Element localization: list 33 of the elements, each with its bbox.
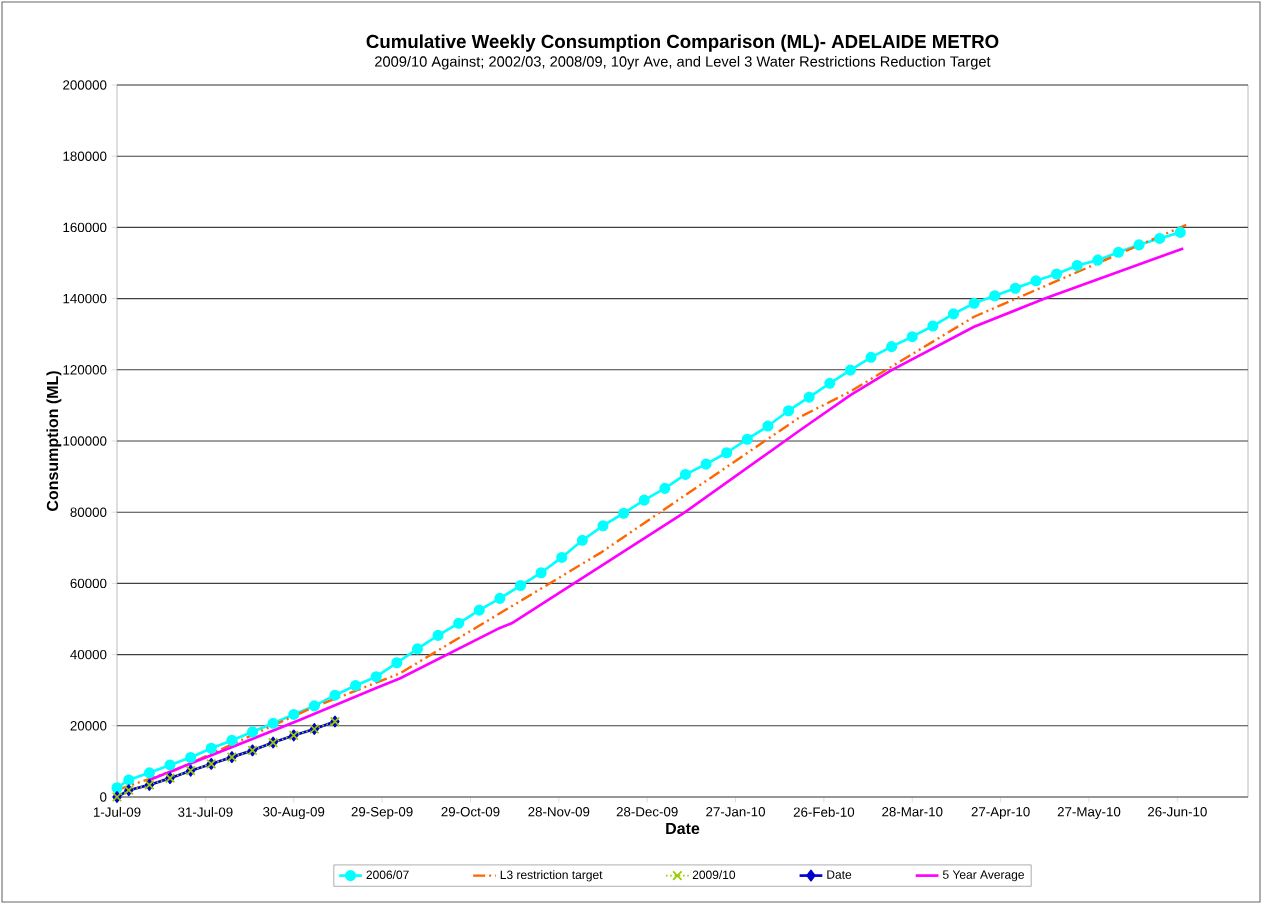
legend-label: 2006/07	[366, 870, 409, 880]
y-tick-label: 60000	[70, 578, 107, 589]
y-tick-label: 160000	[63, 222, 107, 233]
y-tick-label: 140000	[63, 293, 107, 304]
y-tick-label: 20000	[70, 721, 107, 731]
y-tick-label: 0	[100, 792, 107, 802]
x-tick-label: 29-Sep-09	[351, 807, 413, 820]
y-tick-label: 120000	[63, 365, 107, 375]
x-tick-label: 31-Jul-09	[178, 807, 233, 817]
x-tick-label: 26-Feb-10	[793, 807, 855, 817]
x-tick-label: 27-Apr-10	[971, 807, 1030, 820]
x-tick-label: 28-Dec-09	[616, 807, 678, 817]
legend-label: L3 restriction target	[500, 870, 603, 882]
x-tick-label: 27-May-10	[1057, 807, 1121, 820]
x-axis-title: Date	[666, 822, 700, 835]
x-tick-label: 29-Oct-09	[441, 807, 500, 817]
y-axis-title: Consumption (ML)	[46, 371, 62, 511]
y-tick-label: 200000	[63, 80, 107, 90]
x-tick-label: 30-Aug-09	[263, 807, 325, 820]
legend-label: Date	[827, 870, 852, 879]
x-tick-label: 28-Nov-09	[528, 807, 590, 817]
y-tick-label: 40000	[70, 649, 107, 660]
y-tick-label: 180000	[63, 151, 107, 161]
y-tick-label: 100000	[63, 436, 107, 446]
chart-subtitle: 2009/10 Against; 2002/03, 2008/09, 10yr Ave, and Level 3 Water Restrictions Reduction Target	[375, 55, 991, 70]
legend-label: 2009/10	[692, 870, 736, 880]
x-tick-label: 1-Jul-09	[93, 807, 141, 817]
x-tick-label: 27-Jan-10	[706, 807, 766, 817]
x-tick-label: 28-Mar-10	[882, 807, 943, 817]
legend-label: 5 Year Average	[942, 870, 1024, 882]
y-tick-label: 80000	[70, 507, 107, 517]
chart-title: Cumulative Weekly Consumption Comparison (ML)- ADELAIDE METRO	[366, 34, 999, 52]
x-tick-label: 26-Jun-10	[1147, 807, 1207, 817]
